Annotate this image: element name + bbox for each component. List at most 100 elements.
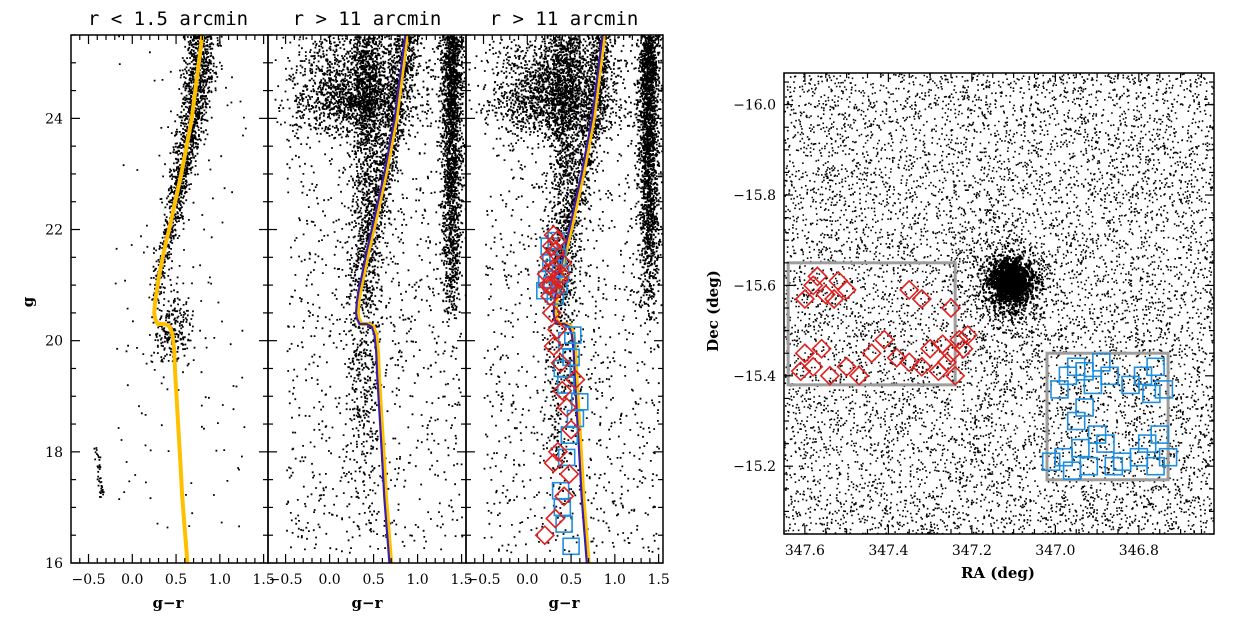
ylabel-cmd: g bbox=[19, 296, 37, 307]
red-diamond-marker-sky bbox=[848, 365, 870, 386]
star-points-panel-2 bbox=[466, 35, 663, 554]
x-tick-label: 346.8 bbox=[1119, 543, 1159, 559]
y-tick-label: −15.2 bbox=[733, 459, 776, 475]
axes-frames-layer: −0.5 0.0 0.5 1.0 1.5 16 18 20 22 24 −0.5 0.0 0.5 1.0 1… bbox=[45, 34, 1215, 588]
red-diamond-marker-sky bbox=[819, 365, 841, 386]
x-tick-label: 1.0 bbox=[209, 572, 231, 588]
x-tick-label: 1.5 bbox=[252, 572, 274, 588]
red-diamond-marker-sky bbox=[874, 329, 895, 350]
red-diamond-marker bbox=[560, 419, 582, 440]
blue-square-marker-sky bbox=[1071, 438, 1090, 458]
y-tick-label: −16.0 bbox=[733, 98, 776, 114]
x-tick-label: 0.5 bbox=[165, 572, 187, 588]
x-tick-label: 347.4 bbox=[868, 543, 908, 559]
red-diamond-marker-sky bbox=[861, 343, 882, 364]
blue-square-marker bbox=[563, 326, 582, 344]
isochrone-blue-selected bbox=[552, 35, 604, 563]
blue-square-marker-sky bbox=[1158, 447, 1178, 467]
red-diamond-marker bbox=[546, 319, 568, 340]
blue-square-marker-sky bbox=[1150, 425, 1169, 444]
y-tick-label: 16 bbox=[45, 556, 63, 572]
red-diamond-marker bbox=[550, 263, 571, 285]
red-diamond-marker bbox=[546, 230, 568, 251]
xlabel-sky: RA (deg) bbox=[961, 564, 1035, 582]
y-tick-label: 20 bbox=[45, 334, 63, 350]
red-diamond-marker-sky bbox=[953, 338, 974, 359]
blue-region-box bbox=[1045, 351, 1170, 482]
blue-square-marker-sky bbox=[1079, 456, 1099, 476]
blue-square-marker bbox=[557, 331, 576, 350]
x-tick-label: 1.0 bbox=[406, 572, 428, 588]
red-diamond-marker-sky bbox=[911, 356, 932, 377]
red-diamond-marker-sky bbox=[886, 347, 907, 368]
red-diamond-marker bbox=[539, 286, 561, 307]
red-diamond-marker-sky bbox=[911, 288, 932, 310]
red-diamond-marker-sky bbox=[836, 279, 857, 301]
y-tick-label: −15.8 bbox=[733, 188, 776, 204]
x-tick-label: 0.0 bbox=[121, 572, 143, 588]
red-diamond-marker bbox=[545, 280, 566, 301]
red-region-box bbox=[786, 261, 957, 387]
red-diamond-marker-sky bbox=[803, 356, 824, 377]
panel-title-field: r > 11 arcmin bbox=[293, 8, 442, 30]
ylabel-sky: Dec (deg) bbox=[704, 270, 722, 352]
red-diamond-marker-sky bbox=[940, 297, 962, 319]
red-diamond-marker bbox=[548, 269, 569, 290]
isochrone-line-core bbox=[152, 35, 205, 563]
axes-frame-cmd-selected bbox=[465, 34, 664, 564]
axes-frame-cmd-core bbox=[70, 34, 269, 564]
y-tick-label: −15.6 bbox=[733, 278, 776, 294]
y-tick-label: 22 bbox=[45, 223, 63, 239]
x-tick-label: 347.2 bbox=[952, 543, 992, 559]
red-diamond-marker bbox=[543, 336, 564, 357]
y-tick-label: 24 bbox=[45, 111, 63, 127]
star-points-panel-0 bbox=[93, 35, 247, 529]
xlabel-selected: g−r bbox=[549, 594, 581, 612]
axes-frame-sky-map bbox=[783, 72, 1215, 535]
red-diamond-marker bbox=[541, 302, 562, 324]
red-diamond-marker bbox=[541, 236, 562, 257]
x-tick-label: 1.5 bbox=[647, 572, 669, 588]
star-points-layer bbox=[93, 35, 1214, 554]
blue-square-marker-sky bbox=[1096, 434, 1115, 453]
x-tick-label: −0.5 bbox=[467, 572, 501, 588]
red-diamond-marker-sky bbox=[957, 324, 978, 346]
red-diamond-marker bbox=[556, 397, 577, 418]
star-field-sky bbox=[784, 73, 1214, 534]
x-tick-label: −0.5 bbox=[72, 572, 106, 588]
isochrone-yellow-selected bbox=[553, 35, 607, 563]
panel-title-selected: r > 11 arcmin bbox=[490, 8, 639, 30]
blue-square-marker-sky bbox=[1075, 398, 1094, 417]
blue-square-marker-sky bbox=[1100, 366, 1119, 386]
red-diamond-marker bbox=[565, 369, 586, 390]
red-diamond-marker bbox=[550, 352, 571, 374]
xlabel-field: g−r bbox=[352, 594, 384, 612]
red-diamond-marker bbox=[547, 441, 569, 462]
panel-title-core: r < 1.5 arcmin bbox=[88, 8, 248, 30]
red-diamond-marker bbox=[536, 263, 557, 285]
red-diamond-marker-sky bbox=[899, 352, 920, 373]
red-diamond-marker bbox=[552, 252, 573, 274]
red-diamond-marker bbox=[534, 525, 555, 546]
x-tick-label: 0.0 bbox=[318, 572, 340, 588]
red-diamond-marker-sky bbox=[803, 275, 824, 296]
x-tick-label: 1.0 bbox=[604, 572, 626, 588]
red-diamond-marker bbox=[543, 224, 564, 246]
x-tick-label: 0.5 bbox=[560, 572, 582, 588]
x-tick-label: 1.5 bbox=[450, 572, 472, 588]
red-diamond-marker-sky bbox=[945, 365, 966, 386]
red-diamond-marker bbox=[552, 380, 573, 401]
red-diamond-marker-sky bbox=[899, 279, 920, 301]
red-diamond-marker bbox=[559, 463, 580, 485]
x-tick-label: −0.5 bbox=[269, 572, 303, 588]
red-diamond-marker-sky bbox=[807, 266, 828, 287]
blue-square-marker-sky bbox=[1041, 452, 1061, 472]
blue-square-marker bbox=[562, 537, 580, 556]
xlabel-core: g−r bbox=[153, 594, 185, 612]
chart-marks-layer bbox=[152, 35, 1178, 563]
blue-square-marker-sky bbox=[1146, 357, 1165, 377]
star-field-panel-2 bbox=[466, 35, 663, 554]
red-diamond-marker-sky bbox=[949, 329, 970, 350]
blue-square-marker bbox=[557, 448, 576, 467]
isochrone-blue-field bbox=[354, 35, 407, 563]
